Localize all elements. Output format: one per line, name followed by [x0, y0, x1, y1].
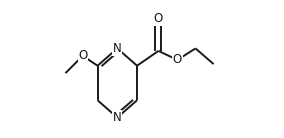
Text: N: N: [113, 111, 122, 124]
Text: O: O: [154, 12, 163, 25]
Text: O: O: [173, 53, 182, 67]
Text: N: N: [113, 42, 122, 55]
Text: O: O: [78, 49, 87, 62]
